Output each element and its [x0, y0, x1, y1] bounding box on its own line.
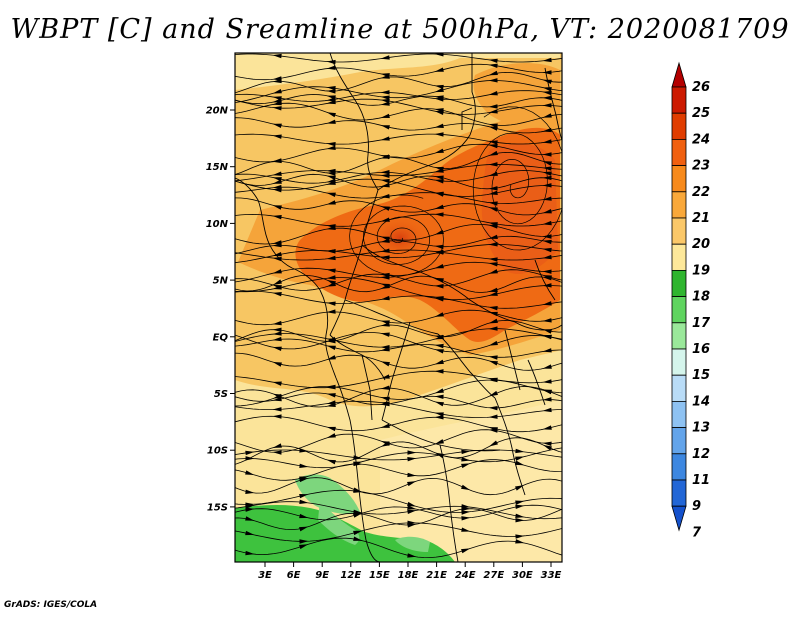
colorbar-bottom-arrow: [671, 505, 687, 532]
colorbar-swatch: [671, 86, 687, 114]
colorbar-swatch: [671, 269, 687, 297]
lat-tick-label: 5S: [214, 389, 228, 400]
streamlines: [235, 53, 562, 559]
country-borders: [235, 53, 562, 562]
grads-credit: GrADS: IGES/COLA: [4, 600, 98, 610]
lat-tick-label: 15N: [206, 162, 229, 173]
lon-tick-label: 12E: [340, 570, 361, 581]
colorbar-label: 25: [692, 106, 710, 121]
colorbar-label: 7: [692, 525, 702, 540]
lat-tick-label: 20N: [206, 106, 229, 117]
colorbar-swatch: [671, 479, 687, 507]
colorbar: 26 25 24 23 22 21 20 19 18 17 16 15 14 13 12 11 9 7: [671, 61, 711, 540]
colorbar-swatch: [671, 427, 687, 455]
map-title: WBPT [C] and Sreamline at 500hPa, VT: 20…: [10, 14, 790, 45]
lon-tick-label: 27E: [483, 570, 504, 581]
colorbar-swatch: [671, 374, 687, 402]
colorbar-label: 17: [692, 316, 711, 331]
colorbar-label: 20: [692, 237, 710, 252]
lon-tick-label: 33E: [541, 570, 562, 581]
colorbar-label: 24: [692, 132, 710, 147]
colorbar-swatch: [671, 296, 687, 324]
lat-tick-label: 10S: [207, 446, 228, 457]
colorbar-label: 15: [692, 368, 710, 383]
lon-tick-label: 30E: [512, 570, 533, 581]
lat-tick-label: 10N: [206, 219, 229, 230]
colorbar-label: 18: [692, 290, 710, 305]
lon-tick-label: 9E: [315, 570, 329, 581]
latitude-labels: 20N 15N 10N 5N EQ 5S 10S 15S: [206, 106, 235, 513]
colorbar-swatch: [671, 217, 687, 245]
colorbar-label: 9: [692, 499, 701, 514]
colorbar-label: 21: [692, 211, 710, 226]
lon-tick-label: 21E: [426, 570, 447, 581]
colorbar-label: 26: [692, 80, 710, 95]
colorbar-swatch: [671, 138, 687, 166]
map-frame: [234, 52, 563, 563]
colorbar-label: 23: [692, 159, 710, 174]
colorbar-swatch: [671, 112, 687, 140]
lon-tick-label: 24E: [455, 570, 476, 581]
colorbar-swatch: [671, 400, 687, 428]
colorbar-label: 14: [692, 394, 710, 409]
lon-tick-label: 3E: [258, 570, 272, 581]
lon-tick-label: 18E: [398, 570, 419, 581]
lon-tick-label: 6E: [287, 570, 301, 581]
colorbar-swatch: [671, 322, 687, 350]
colorbar-label: 22: [692, 185, 710, 200]
lat-tick-label: EQ: [213, 332, 229, 343]
colorbar-label: 11: [692, 473, 710, 488]
colorbar-swatch: [671, 165, 687, 193]
lon-tick-label: 15E: [369, 570, 390, 581]
colorbar-label: 13: [692, 421, 710, 436]
colorbar-swatch: [671, 243, 687, 271]
colorbar-swatch: [671, 191, 687, 219]
colorbar-swatch: [671, 348, 687, 376]
longitude-labels: 3E 6E 9E 12E 15E 18E 21E 24E 27E 30E 33E: [258, 562, 562, 581]
colorbar-label: 19: [692, 263, 710, 278]
colorbar-swatch: [671, 453, 687, 481]
lat-tick-label: 15S: [207, 502, 228, 513]
lat-tick-label: 5N: [213, 276, 229, 287]
colorbar-label: 12: [692, 447, 710, 462]
colorbar-top-arrow: [671, 61, 687, 88]
colorbar-label: 16: [692, 342, 710, 357]
